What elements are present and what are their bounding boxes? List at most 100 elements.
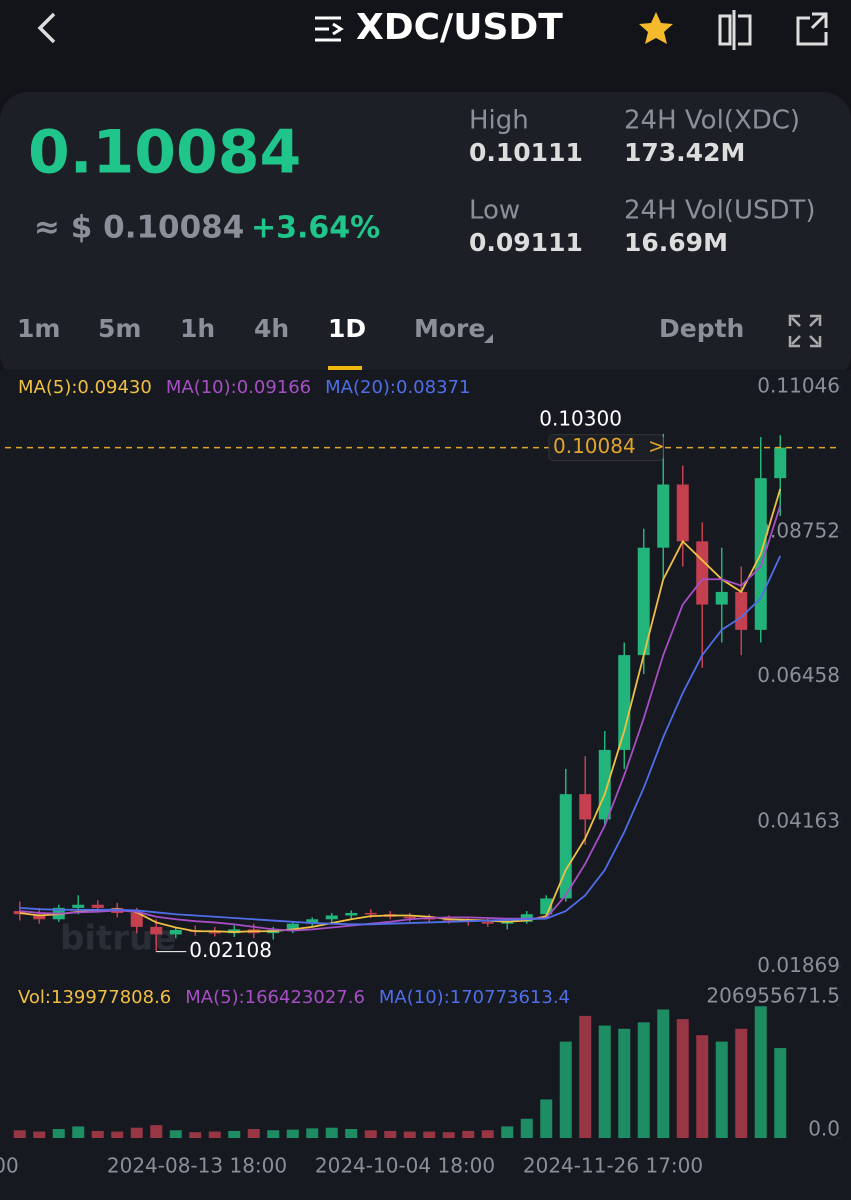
volume-bar — [540, 1099, 553, 1138]
y-tick-label: 0.04163 — [757, 808, 840, 832]
low-annotation: 0.02108 — [189, 938, 272, 962]
chart-panel — [0, 370, 851, 1200]
back-button[interactable] — [37, 12, 56, 44]
candle-body — [169, 930, 182, 935]
interval-tab[interactable]: 5m — [98, 314, 141, 343]
volume-bar — [618, 1028, 631, 1138]
watermark: bitrue — [60, 919, 176, 959]
candle-body — [715, 591, 728, 605]
y-tick-label: 0.11046 — [757, 373, 840, 397]
stat-value: 0.09111 — [469, 228, 583, 257]
candle-body — [150, 926, 163, 935]
more-caret — [484, 334, 493, 343]
candle-body — [481, 921, 494, 924]
volume-bar — [501, 1126, 514, 1138]
volume-bar — [325, 1127, 338, 1138]
volume-bar — [637, 1022, 650, 1138]
ma-line — [19, 488, 782, 933]
last-price-label: 0.10084 — [553, 434, 636, 458]
candle-body — [618, 655, 631, 750]
stat-value: 16.69M — [624, 228, 728, 257]
candle-body — [325, 915, 338, 920]
volume-legend: Vol:139977808.6 — [18, 987, 171, 1008]
last-price: 0.10084 — [28, 118, 301, 188]
candle-body — [13, 911, 26, 915]
favorite-star[interactable] — [639, 12, 673, 44]
volume-bar — [247, 1129, 260, 1138]
ma-legend: MA(20):0.08371 — [325, 377, 470, 398]
volume-bar — [462, 1130, 475, 1138]
x-tick-label: 2024-08-13 18:00 — [107, 1154, 287, 1178]
stat-value: 173.42M — [624, 138, 745, 167]
vol-tick-label: 0.0 — [808, 1117, 840, 1141]
volume-bar — [481, 1130, 494, 1138]
volume-bar — [189, 1132, 202, 1138]
candle-body — [33, 914, 46, 920]
candle-body — [598, 749, 611, 820]
interval-tab[interactable]: 1h — [180, 314, 215, 343]
candle-body — [676, 484, 689, 542]
volume-bar — [442, 1132, 455, 1138]
compare-icon[interactable] — [718, 10, 752, 50]
candle-body — [130, 912, 143, 927]
volume-bar — [579, 1015, 592, 1138]
candle-body — [286, 923, 299, 931]
stat-value: 0.10111 — [469, 138, 583, 167]
ma-line — [19, 555, 782, 926]
volume-bar — [520, 1118, 533, 1138]
candle-body — [637, 547, 650, 656]
volume-bar — [13, 1130, 26, 1138]
usd-price: ≈ $ 0.10084 — [34, 210, 244, 246]
candle-body — [306, 919, 319, 924]
volume-bar — [676, 1019, 689, 1138]
candle-body — [696, 541, 709, 605]
volume-bar — [91, 1130, 104, 1138]
ticker-panel — [0, 92, 851, 382]
y-tick-label: 0.06458 — [757, 663, 840, 687]
menu-icon[interactable] — [315, 16, 344, 42]
last-price-box — [548, 434, 664, 462]
high-annotation: 0.10300 — [539, 407, 622, 431]
volume-bar — [306, 1128, 319, 1138]
volume-legend: MA(5):166423027.6 — [185, 987, 365, 1008]
volume-bar — [130, 1127, 143, 1138]
volume-bar — [228, 1130, 241, 1138]
candle-body — [403, 916, 416, 919]
volume-bar — [208, 1131, 221, 1138]
active-underline — [328, 366, 362, 370]
candle-body — [657, 484, 670, 548]
pair-title: XDC/USDT — [356, 7, 563, 48]
volume-bar — [384, 1130, 397, 1138]
volume-bar — [559, 1041, 572, 1138]
volume-bar — [52, 1129, 65, 1138]
ma-line — [19, 505, 782, 932]
volume-bar — [423, 1131, 436, 1138]
interval-tab-active[interactable]: 1D — [328, 314, 366, 343]
volume-bar — [72, 1126, 85, 1138]
volume-bar — [735, 1028, 748, 1138]
volume-bar — [715, 1041, 728, 1138]
interval-tab[interactable]: 1m — [17, 314, 60, 343]
depth-tab[interactable]: Depth — [659, 314, 744, 343]
share-icon[interactable] — [796, 12, 828, 46]
candle-body — [364, 912, 377, 915]
candle-body — [579, 794, 592, 820]
volume-legend: MA(10):170773613.4 — [379, 987, 570, 1008]
more-tab[interactable]: More — [414, 314, 485, 343]
vol-tick-label: 206955671.5 — [706, 984, 840, 1008]
volume-bar — [598, 1025, 611, 1138]
interval-tab[interactable]: 4h — [254, 314, 289, 343]
volume-bar — [286, 1129, 299, 1138]
stat-label: 24H Vol(XDC) — [624, 106, 800, 136]
volume-bar — [345, 1129, 358, 1138]
volume-bar — [150, 1125, 163, 1138]
candle-body — [91, 904, 104, 908]
price-change: +3.64% — [251, 211, 380, 246]
volume-bar — [33, 1131, 46, 1138]
volume-bar — [364, 1130, 377, 1138]
candle-body — [735, 591, 748, 630]
stat-label: Low — [469, 196, 520, 226]
fullscreen-icon[interactable] — [788, 314, 822, 348]
